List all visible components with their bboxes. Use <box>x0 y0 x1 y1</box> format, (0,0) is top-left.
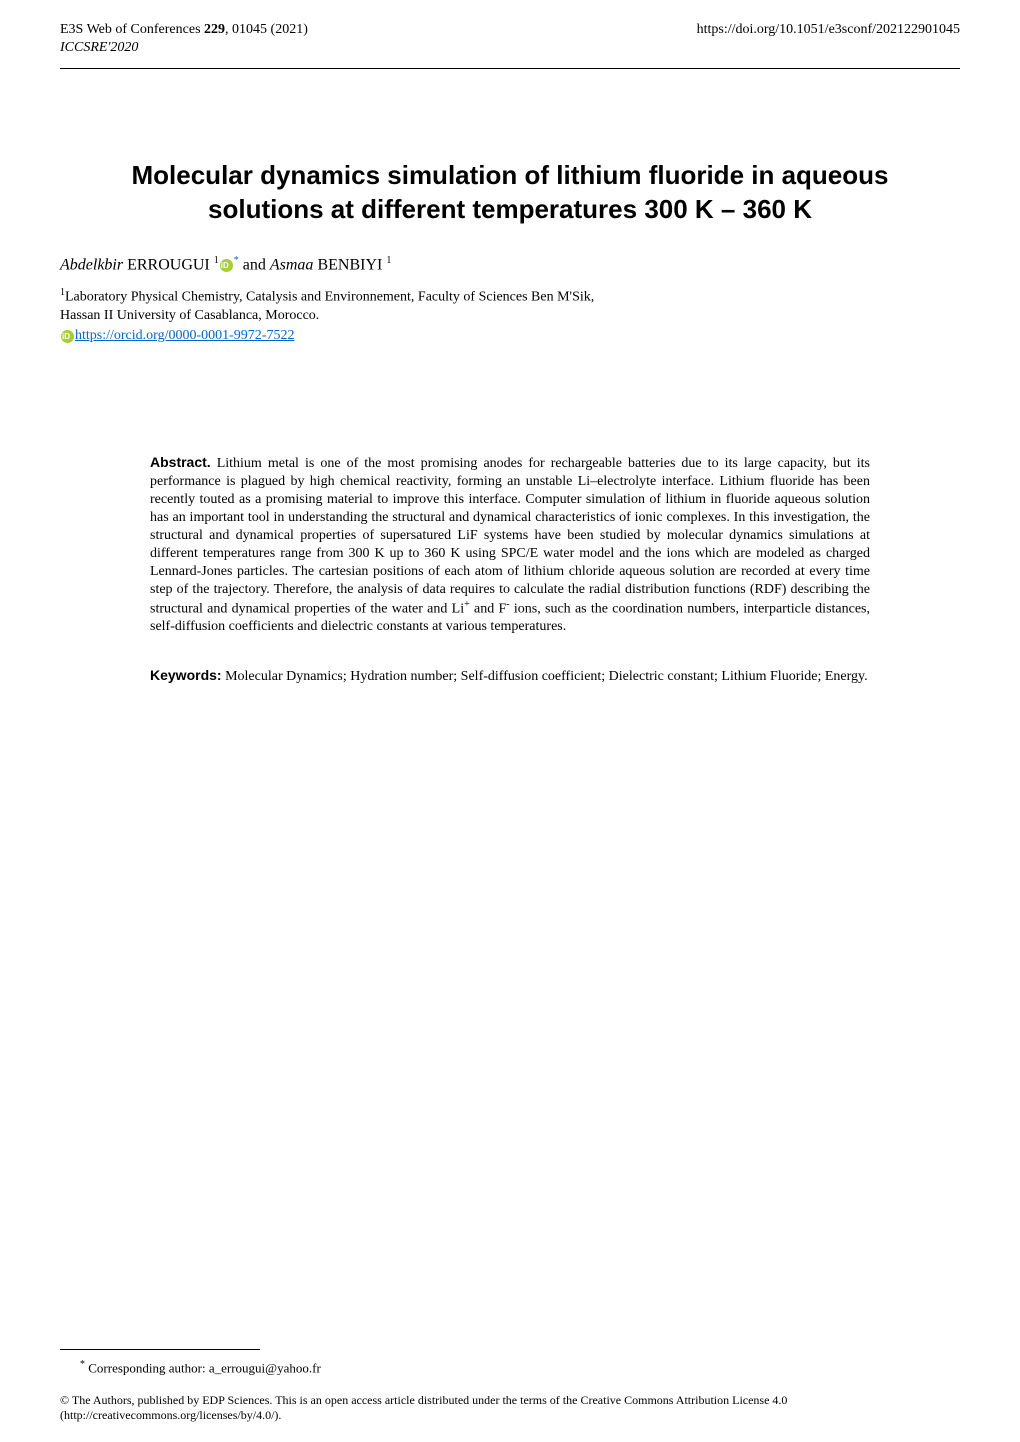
page-header: E3S Web of Conferences 229, 01045 (2021)… <box>0 0 1020 64</box>
journal-suffix: , 01045 (2021) <box>225 22 308 37</box>
footnote-rule <box>60 1349 260 1350</box>
affil-line2: Hassan II University of Casablanca, Moro… <box>60 308 319 323</box>
author1-affil-sup: 1 <box>214 255 219 266</box>
orcid-line: https://orcid.org/0000-0001-9972-7522 <box>60 328 960 344</box>
corresponding-footnote: * Corresponding author: a_errougui@yahoo… <box>80 1359 321 1376</box>
keywords-text: Molecular Dynamics; Hydration number; Se… <box>222 669 868 684</box>
doi-link[interactable]: https://doi.org/10.1051/e3sconf/20212290… <box>697 22 960 37</box>
header-left: E3S Web of Conferences 229, 01045 (2021)… <box>60 22 308 56</box>
journal-prefix: E3S Web of Conferences <box>60 22 204 37</box>
journal-volume: 229 <box>204 22 225 37</box>
author2-last: BENBIYI <box>313 256 386 273</box>
header-rule <box>60 68 960 69</box>
orcid-icon[interactable] <box>220 259 233 272</box>
author2-first: Asmaa <box>270 256 314 273</box>
abstract-text2: and F <box>470 601 507 616</box>
authors-and: and <box>239 256 270 273</box>
paper-title-line2: solutions at different temperatures 300 … <box>60 193 960 227</box>
title-block: Molecular dynamics simulation of lithium… <box>60 159 960 227</box>
paper-title-line1: Molecular dynamics simulation of lithium… <box>60 159 960 193</box>
author2-affil-sup: 1 <box>386 255 391 266</box>
conference-name: ICCSRE'2020 <box>60 40 308 56</box>
license-text: © The Authors, published by EDP Sciences… <box>60 1393 960 1424</box>
footnote-email[interactable]: a_errougui@yahoo.fr <box>209 1360 321 1375</box>
footnote-text: Corresponding author: <box>85 1360 209 1375</box>
orcid-icon[interactable] <box>61 330 74 343</box>
affil-line1: Laboratory Physical Chemistry, Catalysis… <box>65 290 594 305</box>
keywords-block: Keywords: Molecular Dynamics; Hydration … <box>150 666 870 686</box>
abstract-label: Abstract. <box>150 454 211 470</box>
abstract-block: Abstract. Lithium metal is one of the mo… <box>150 454 870 636</box>
keywords-label: Keywords: <box>150 667 222 683</box>
journal-citation: E3S Web of Conferences 229, 01045 (2021) <box>60 22 308 38</box>
author1-first: Abdelkbir <box>60 256 123 273</box>
affiliation-block: 1Laboratory Physical Chemistry, Catalysi… <box>60 286 960 326</box>
author1-last: ERROUGUI <box>123 256 214 273</box>
orcid-url[interactable]: https://orcid.org/0000-0001-9972-7522 <box>75 328 294 343</box>
authors-line: Abdelkbir ERROUGUI 1* and Asmaa BENBIYI … <box>60 255 960 274</box>
abstract-text1: Lithium metal is one of the most promisi… <box>150 456 870 616</box>
header-right: https://doi.org/10.1051/e3sconf/20212290… <box>697 22 960 56</box>
